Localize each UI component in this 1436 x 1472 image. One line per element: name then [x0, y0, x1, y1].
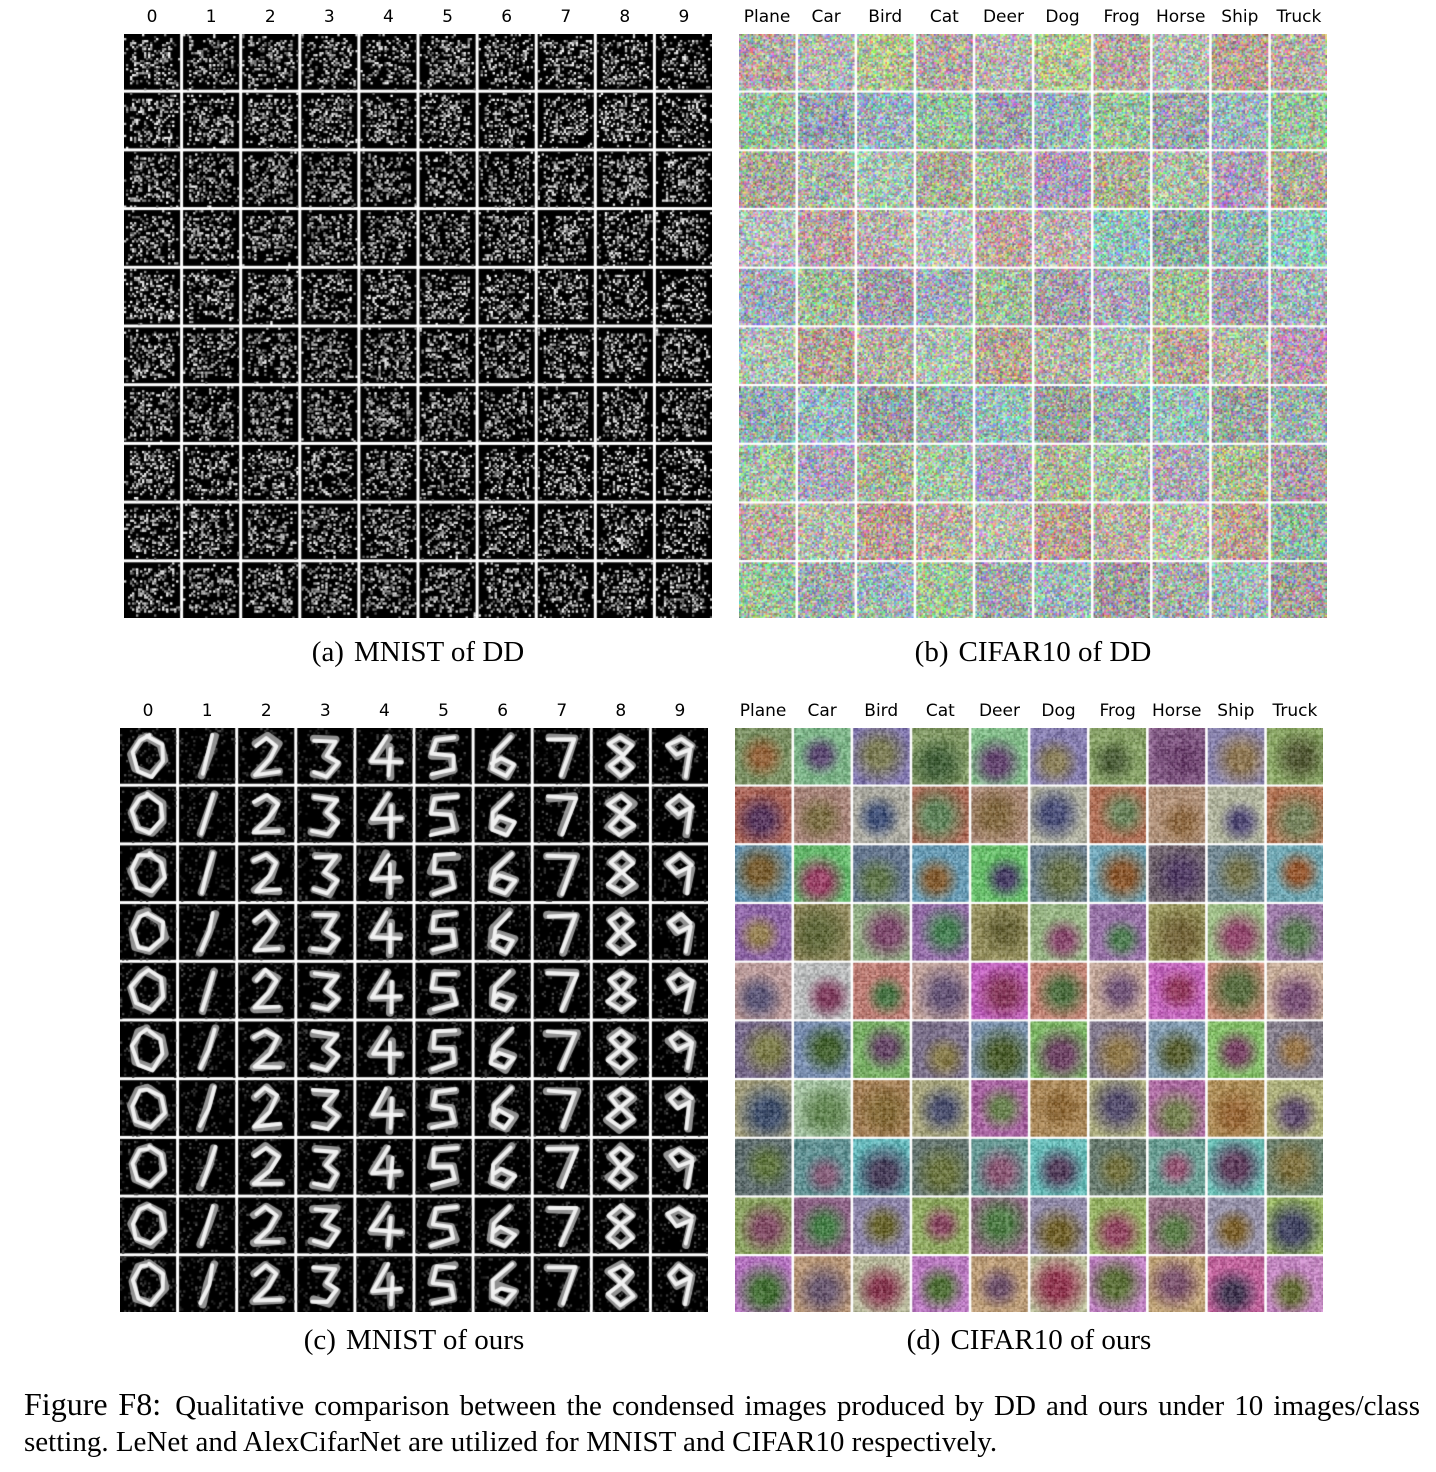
figure-caption-text: Qualitative comparison between the conde…	[24, 1390, 1420, 1458]
column-label: Cat	[925, 701, 955, 721]
column-label: 5	[442, 7, 453, 27]
column-label: Frog	[1103, 7, 1140, 27]
column-labels: Plane Car Bird Cat Deer Dog Frog Horse Ship Truck	[735, 700, 1323, 724]
subfigure-title: MNIST of ours	[345, 1324, 525, 1356]
column-label: Frog	[1099, 701, 1136, 721]
column-label: 0	[146, 7, 158, 27]
column-label: Bird	[864, 701, 899, 721]
subfigure-title: CIFAR10 of ours	[950, 1324, 1152, 1356]
column-label: Deer	[978, 701, 1020, 721]
column-label: Truck	[1272, 701, 1318, 721]
subfigure-caption: (d) CIFAR10 of ours	[735, 1324, 1323, 1357]
figure-label: Figure F8:	[24, 1386, 162, 1422]
column-label: Dog	[1045, 7, 1080, 27]
column-label: Plane	[739, 701, 787, 721]
subfigure-tag: (c)	[303, 1324, 336, 1356]
column-label: 2	[260, 701, 272, 721]
image-grid	[739, 34, 1327, 618]
column-label: 7	[560, 7, 572, 27]
column-labels: Plane Car Bird Cat Deer Dog Frog Horse Ship Truck	[739, 6, 1327, 30]
column-label: 4	[383, 7, 394, 27]
column-label: 7	[556, 701, 568, 721]
column-labels: 0 1 2 3 4 5 6 7 8 9	[120, 700, 708, 724]
column-label: Horse	[1151, 701, 1202, 721]
panel-c: 0 1 2 3 4 5 6 7 8 9 (c) MNIST of ours	[120, 700, 708, 1360]
column-label: 8	[619, 7, 631, 27]
column-label: 1	[201, 701, 213, 721]
column-label: 2	[264, 7, 276, 27]
panel-b: Plane Car Bird Cat Deer Dog Frog Horse Ship Truck…	[739, 6, 1327, 669]
column-label: 8	[615, 701, 627, 721]
subfigure-tag: (b)	[914, 636, 949, 668]
image-grid	[124, 34, 712, 618]
column-label: 9	[678, 7, 690, 27]
column-label: 1	[205, 7, 217, 27]
column-label: Cat	[929, 7, 959, 27]
column-label: 6	[497, 701, 509, 721]
column-label: Car	[807, 701, 837, 721]
column-label: Horse	[1155, 7, 1206, 27]
column-label: Truck	[1276, 7, 1322, 27]
column-label: Deer	[982, 7, 1024, 27]
figure-caption: Figure F8: Qualitative comparison betwee…	[24, 1386, 1420, 1460]
subfigure-tag: (a)	[311, 636, 344, 668]
subfigure-caption: (c) MNIST of ours	[120, 1324, 708, 1357]
panel-a: 0 1 2 3 4 5 6 7 8 9 (a) MNIST of DD	[124, 6, 712, 669]
column-labels: 0 1 2 3 4 5 6 7 8 9	[124, 6, 712, 30]
column-label: 5	[438, 701, 449, 721]
column-label: Bird	[868, 7, 903, 27]
image-grid	[735, 728, 1323, 1312]
image-grid	[120, 728, 708, 1312]
column-label: Ship	[1221, 7, 1259, 27]
subfigure-tag: (d)	[906, 1324, 941, 1356]
column-label: 0	[142, 701, 154, 721]
panel-d: Plane Car Bird Cat Deer Dog Frog Horse Ship Truck…	[735, 700, 1323, 1360]
column-label: Dog	[1041, 701, 1076, 721]
column-label: 3	[323, 7, 335, 27]
subfigure-title: CIFAR10 of DD	[958, 636, 1152, 668]
subfigure-caption: (b) CIFAR10 of DD	[739, 636, 1327, 669]
column-label: Ship	[1217, 701, 1255, 721]
subfigure-caption: (a) MNIST of DD	[124, 636, 712, 669]
column-label: 6	[501, 7, 513, 27]
column-label: 4	[379, 701, 390, 721]
column-label: 3	[319, 701, 331, 721]
column-label: 9	[674, 701, 686, 721]
subfigure-title: MNIST of DD	[353, 636, 525, 668]
column-label: Plane	[743, 7, 791, 27]
column-label: Car	[811, 7, 841, 27]
